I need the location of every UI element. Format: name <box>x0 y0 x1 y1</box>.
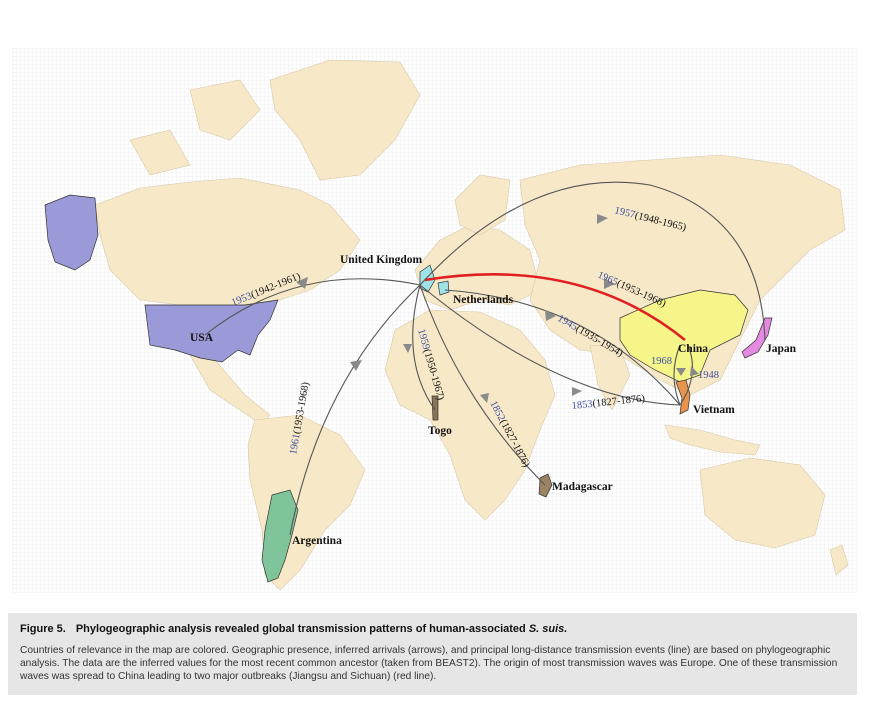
arrowhead-nl-vietnam <box>545 310 556 321</box>
label-usa: USA <box>190 332 214 344</box>
arrowhead-vietnam-china <box>690 366 699 376</box>
netherlands-country <box>437 280 450 296</box>
path-uk-togo <box>412 284 436 411</box>
southeast-asia-islands <box>664 424 761 456</box>
vietnam-country <box>675 379 691 415</box>
caption-body: Countries of relevance in the map are co… <box>20 645 838 682</box>
caption-title-species: S. suis. <box>528 623 568 635</box>
arctic-islands <box>129 79 261 176</box>
new-zealand-landmass <box>829 544 849 576</box>
figure-caption: Figure 5. Phylogeographic analysis reveal… <box>8 613 857 695</box>
china-country <box>619 289 749 383</box>
madagascar-country <box>538 473 553 498</box>
africa-landmass <box>384 309 556 521</box>
world-map: United Kingdom Netherlands USA Argentina… <box>12 48 857 593</box>
arrowhead-china <box>604 278 615 289</box>
greenland-landmass <box>269 59 421 181</box>
india-landmass <box>589 344 631 411</box>
asia-landmass <box>519 154 846 396</box>
date-label-vietnam-china: 1948 <box>698 370 719 381</box>
path-nl-vietnam <box>444 289 681 406</box>
label-argentina: Argentina <box>292 535 342 547</box>
caption-title-text: Phylogeographic analysis revealed global… <box>75 623 529 635</box>
land-masses <box>94 59 849 591</box>
path-uk-argentina <box>289 284 421 536</box>
alaska-country <box>44 194 99 271</box>
arrowhead-usa <box>296 277 308 289</box>
usa-country <box>144 299 279 363</box>
togo-country <box>431 395 439 421</box>
australia-landmass <box>699 457 826 549</box>
label-japan: Japan <box>766 343 797 355</box>
arrowhead-japan <box>597 214 608 224</box>
arrowhead-togo <box>403 344 412 353</box>
figure-label: Figure 5. <box>20 623 66 635</box>
label-united-kingdom: United Kingdom <box>340 254 423 266</box>
label-netherlands: Netherlands <box>453 294 514 306</box>
path-uk-usa <box>204 278 421 336</box>
path-uk-china <box>424 273 686 342</box>
path-uk-vietnam <box>419 284 681 406</box>
arrowhead-argentina <box>350 360 362 371</box>
path-china-vietnam <box>673 344 681 406</box>
label-vietnam: Vietnam <box>693 404 735 416</box>
arrowhead-china-vietnam <box>676 368 686 376</box>
label-china: China <box>678 343 708 355</box>
label-togo: Togo <box>428 425 452 437</box>
label-madagascar: Madagascar <box>552 481 613 493</box>
canada-landmass <box>94 177 361 306</box>
path-uk-japan <box>419 181 766 341</box>
path-uk-madagascar <box>419 284 546 486</box>
caption-title: Figure 5. Phylogeographic analysis reveal… <box>20 623 567 635</box>
date-label-china-vietnam: 1968 <box>651 356 672 367</box>
argentina-country <box>261 489 299 583</box>
arrowhead-madagascar <box>480 393 489 403</box>
arrowhead-vietnam <box>572 387 582 396</box>
